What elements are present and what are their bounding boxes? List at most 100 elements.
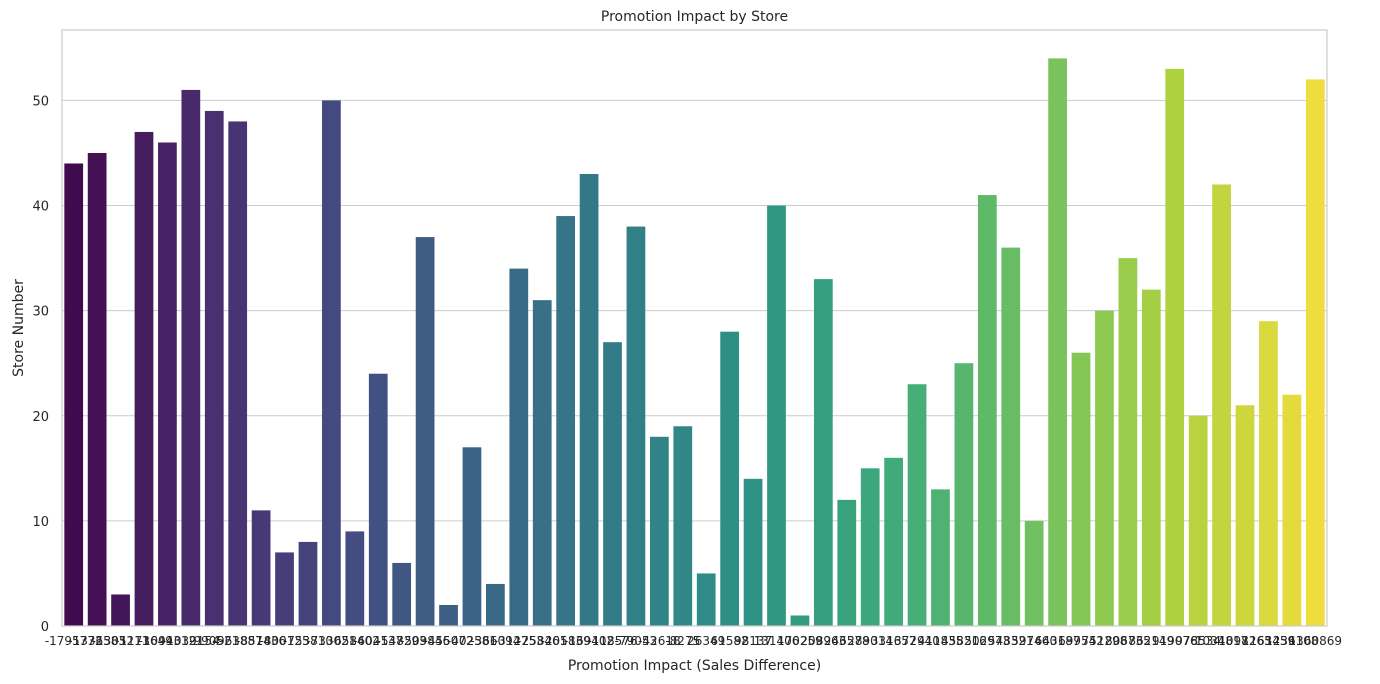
x-tick-label: 1163459 xyxy=(1242,634,1295,648)
x-tick-label: 978534 xyxy=(1175,634,1221,648)
bar xyxy=(743,478,763,626)
bar xyxy=(1259,321,1278,626)
bar xyxy=(462,447,482,626)
bar xyxy=(696,573,716,626)
bar xyxy=(415,237,435,626)
bar xyxy=(64,163,84,626)
bar xyxy=(1024,520,1044,626)
x-tick-label: -8275 xyxy=(665,634,700,648)
bar xyxy=(204,110,224,626)
bar xyxy=(1305,79,1325,627)
bar xyxy=(1235,405,1255,626)
bar xyxy=(158,142,177,626)
bar xyxy=(275,552,294,626)
x-tick-label: 919076 xyxy=(1152,634,1198,648)
x-tick-label: 597460 xyxy=(1011,634,1057,648)
bar xyxy=(134,131,154,627)
bars-group xyxy=(64,58,1325,627)
x-tick-label: -455072 xyxy=(423,634,473,648)
bar xyxy=(392,562,412,626)
x-tick-label: -733021 xyxy=(306,634,356,648)
bar xyxy=(181,89,201,626)
y-tick-label: 0 xyxy=(41,620,49,635)
bar xyxy=(111,594,130,626)
bar xyxy=(345,531,365,626)
x-tick-label: -118576 xyxy=(587,634,637,648)
bar xyxy=(1141,289,1161,626)
x-tick-label: 806735 xyxy=(1105,634,1151,648)
x-tick-label: -42618 xyxy=(638,634,681,648)
x-tick-label: 331657 xyxy=(871,634,917,648)
x-tick-label: -509846 xyxy=(400,634,450,648)
x-tick-label: -205839 xyxy=(541,634,591,648)
bar xyxy=(298,541,318,626)
bar xyxy=(790,615,810,626)
x-tick-label: 61582 xyxy=(711,634,749,648)
bar xyxy=(439,604,458,626)
bar xyxy=(907,384,927,626)
x-tick-label: 1098265 xyxy=(1218,634,1271,648)
bar xyxy=(1188,415,1208,626)
bar xyxy=(509,268,529,626)
x-tick-label: 643187 xyxy=(1035,634,1081,648)
bar xyxy=(1071,352,1091,626)
bar xyxy=(579,174,599,626)
x-tick-label: -753810 xyxy=(283,634,333,648)
x-tick-label: 751298 xyxy=(1082,634,1128,648)
bar xyxy=(837,499,857,626)
x-tick-label: -604137 xyxy=(353,634,403,648)
chart-title: Promotion Impact by Store xyxy=(601,9,788,25)
bar xyxy=(626,226,646,626)
y-axis-ticks: 0 10 20 30 40 50 xyxy=(32,94,49,635)
x-tick-label: -548293 xyxy=(377,634,427,648)
bar xyxy=(1212,184,1231,626)
bar xyxy=(251,510,271,626)
x-tick-label: -402581 xyxy=(447,634,497,648)
bar xyxy=(322,100,341,626)
y-tick-label: 50 xyxy=(32,94,49,109)
x-tick-label: 458216 xyxy=(941,634,987,648)
x-tick-label: 246578 xyxy=(824,634,870,648)
y-tick-label: 10 xyxy=(32,515,49,530)
x-tick-label: 170259 xyxy=(777,634,823,648)
x-tick-label: -1336583 xyxy=(68,634,126,648)
x-tick-label: -658402 xyxy=(330,634,380,648)
bar xyxy=(1048,58,1067,626)
y-tick-label: 30 xyxy=(32,305,49,320)
x-tick-label: -800125 xyxy=(259,634,309,648)
bar xyxy=(603,342,622,626)
bar xyxy=(813,279,833,626)
x-tick-label: -851436 xyxy=(236,634,286,648)
x-axis-ticks: -1795772-1336583-1305211-1173649-1094312… xyxy=(45,634,1342,648)
bar xyxy=(673,426,693,626)
x-tick-label: -79053 xyxy=(615,634,658,648)
bar xyxy=(368,373,388,626)
bar xyxy=(954,363,974,626)
y-axis-label: Store Number xyxy=(11,279,27,377)
x-tick-label: 1034817 xyxy=(1195,634,1248,648)
bar xyxy=(977,195,997,627)
bar xyxy=(486,583,505,626)
bar xyxy=(884,457,903,626)
x-tick-label: 699542 xyxy=(1058,634,1104,648)
x-tick-label: -1795772 xyxy=(45,634,103,648)
x-tick-label: 411835 xyxy=(918,634,964,648)
x-tick-label: 548321 xyxy=(988,634,1034,648)
bar xyxy=(228,121,248,626)
plot-frame xyxy=(61,29,1328,627)
x-tick-label: -312753 xyxy=(494,634,544,648)
bar xyxy=(767,205,786,626)
bar xyxy=(1095,310,1114,626)
x-tick-label: -1094312 xyxy=(139,634,197,648)
x-tick-label: -169402 xyxy=(564,634,614,648)
x-tick-label: -1173649 xyxy=(115,634,173,648)
x-tick-label: 372940 xyxy=(894,634,940,648)
y-tick-label: 40 xyxy=(32,200,49,215)
bar xyxy=(649,436,669,626)
x-tick-label: -963887 xyxy=(213,634,263,648)
bar xyxy=(1165,68,1185,627)
x-tick-label: 289014 xyxy=(847,634,893,648)
x-tick-label: 1236108 xyxy=(1265,634,1318,648)
bar xyxy=(860,468,880,626)
